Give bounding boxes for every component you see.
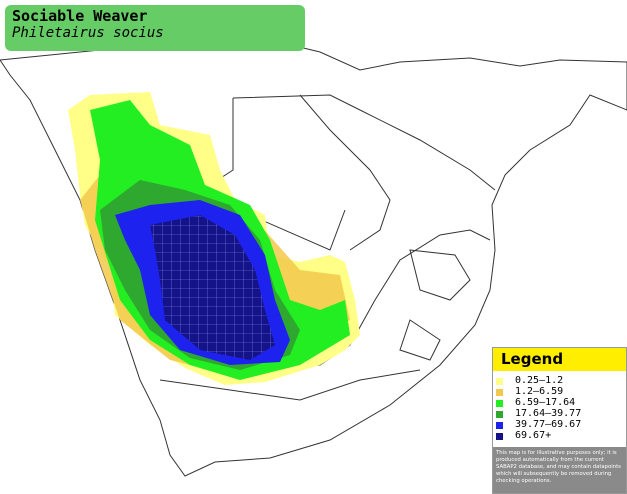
legend-label: 17.64–39.77: [515, 407, 582, 419]
distribution: [68, 92, 360, 385]
legend-label: 0.25–1.2: [515, 374, 564, 386]
legend-swatch: [496, 388, 503, 396]
legend-label: 39.77–69.67: [515, 418, 582, 430]
legend-label: 6.59–17.64: [515, 396, 576, 408]
legend-swatch: [496, 421, 503, 429]
legend-swatch: [496, 410, 503, 418]
legend-swatch: [496, 399, 503, 407]
legend: Legend 0.25–1.2 1.2–6.59 6.59–17.64 17.64–3…: [492, 347, 627, 494]
legend-label: 1.2–6.59: [515, 385, 564, 397]
legend-item: 69.67+: [493, 429, 626, 442]
legend-swatch: [496, 432, 503, 440]
legend-item: 0.25–1.2: [493, 374, 626, 387]
subtitle: Philetairus socius: [12, 25, 164, 41]
legend-swatch: [496, 377, 503, 385]
legend-label: 69.67+: [515, 429, 552, 441]
legend-item: 39.77–69.67: [493, 418, 626, 431]
title-box: Sociable Weaver Philetairus socius: [5, 5, 305, 51]
legend-item: 17.64–39.77: [493, 407, 626, 420]
disclaimer: This map is for illustrative purposes on…: [493, 447, 626, 493]
legend-items: 0.25–1.2 1.2–6.59 6.59–17.64 17.64–39.77 39.…: [493, 371, 626, 447]
title: Sociable Weaver: [12, 7, 148, 25]
legend-item: 1.2–6.59: [493, 385, 626, 398]
legend-title: Legend: [493, 348, 626, 371]
legend-item: 6.59–17.64: [493, 396, 626, 409]
